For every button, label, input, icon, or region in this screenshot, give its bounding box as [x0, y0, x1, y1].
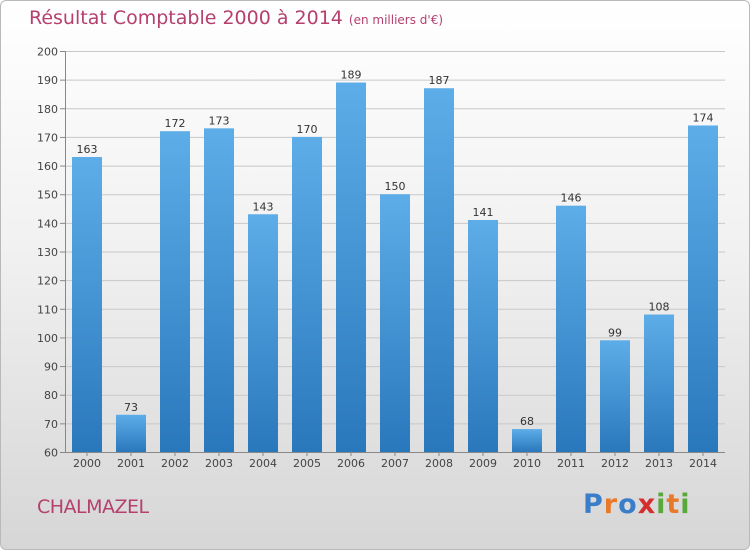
- y-tick-label: 130: [37, 246, 58, 259]
- commune-name: CHALMAZEL: [37, 496, 149, 518]
- y-tick-label: 140: [37, 217, 58, 230]
- x-tick-label: 2011: [557, 457, 585, 470]
- logo-letter: t: [666, 489, 681, 520]
- x-tick-label: 2010: [513, 457, 541, 470]
- bar: [116, 414, 146, 452]
- chart-title-main: Résultat Comptable 2000 à 2014: [29, 7, 343, 29]
- bar-value-label: 173: [209, 114, 230, 127]
- x-tick-label: 2000: [73, 457, 101, 470]
- bar-value-label: 174: [693, 111, 714, 124]
- bar-value-label: 143: [253, 200, 274, 213]
- y-tick-label: 200: [37, 46, 58, 59]
- bar-value-label: 170: [297, 123, 318, 136]
- bar: [72, 156, 102, 452]
- y-tick-label: 170: [37, 131, 58, 144]
- bar: [248, 214, 278, 452]
- logo-letter: x: [637, 489, 657, 520]
- x-tick-label: 2014: [689, 457, 717, 470]
- bar: [160, 131, 190, 452]
- bar-value-label: 73: [124, 401, 138, 414]
- logo-letter: i: [680, 489, 691, 520]
- x-tick-label: 2008: [425, 457, 453, 470]
- bar: [468, 219, 498, 452]
- bar: [688, 125, 718, 452]
- y-tick-label: 160: [37, 160, 58, 173]
- bar-value-label: 187: [429, 74, 450, 87]
- logo-letter: o: [618, 489, 638, 520]
- logo-letter: r: [603, 489, 619, 520]
- y-tick-label: 150: [37, 189, 58, 202]
- bars: 163 73 172 173 143 170 189 150 187 141 68 146 99 108 1…: [72, 69, 718, 452]
- x-tick-label: 2012: [601, 457, 629, 470]
- y-tick-label: 100: [37, 332, 58, 345]
- bar-value-label: 163: [77, 143, 98, 156]
- bar: [204, 128, 234, 452]
- x-tick-label: 2004: [249, 457, 277, 470]
- y-tick-label: 70: [44, 418, 58, 431]
- bar-value-label: 189: [341, 69, 362, 82]
- x-tick-label: 2006: [337, 457, 365, 470]
- bar-value-label: 99: [608, 326, 622, 339]
- logo-letter: i: [656, 489, 667, 520]
- x-tick-label: 2005: [293, 457, 321, 470]
- proxiti-logo: Proxiti: [583, 489, 691, 520]
- bar-value-label: 150: [385, 180, 406, 193]
- bar-value-label: 172: [165, 117, 186, 130]
- bar-value-label: 68: [520, 415, 534, 428]
- bar-value-label: 141: [473, 206, 494, 219]
- bar-value-label: 146: [561, 192, 582, 205]
- x-tick-label: 2003: [205, 457, 233, 470]
- bar: [380, 194, 410, 452]
- x-tick-label: 2002: [161, 457, 189, 470]
- x-tick-label: 2009: [469, 457, 497, 470]
- y-tick-label: 180: [37, 103, 58, 116]
- y-axis: 60 70 80 90 100 110 120 130 140 150 160 170 180 190 20…: [37, 46, 66, 460]
- bar: [556, 205, 586, 452]
- bar: [424, 88, 454, 452]
- chart-title: Résultat Comptable 2000 à 2014 (en millie…: [29, 7, 443, 29]
- bar: [512, 429, 542, 452]
- y-tick-label: 80: [44, 389, 58, 402]
- bar: [644, 314, 674, 452]
- x-tick-label: 2013: [645, 457, 673, 470]
- bar-value-label: 108: [649, 301, 670, 314]
- y-tick-label: 90: [44, 361, 58, 374]
- chart-title-unit: (en milliers d'€): [348, 13, 444, 27]
- y-tick-label: 120: [37, 275, 58, 288]
- bar: [600, 340, 630, 452]
- y-tick-label: 60: [44, 447, 58, 460]
- x-tick-label: 2007: [381, 457, 409, 470]
- y-tick-label: 190: [37, 74, 58, 87]
- x-axis: 2000 2001 2002 2003 2004 2005 2006 2007 2008 2009…: [65, 452, 725, 470]
- bar: [336, 82, 366, 452]
- bar: [292, 136, 322, 452]
- y-tick-label: 110: [37, 303, 58, 316]
- logo-letter: P: [583, 489, 604, 520]
- x-tick-label: 2001: [117, 457, 145, 470]
